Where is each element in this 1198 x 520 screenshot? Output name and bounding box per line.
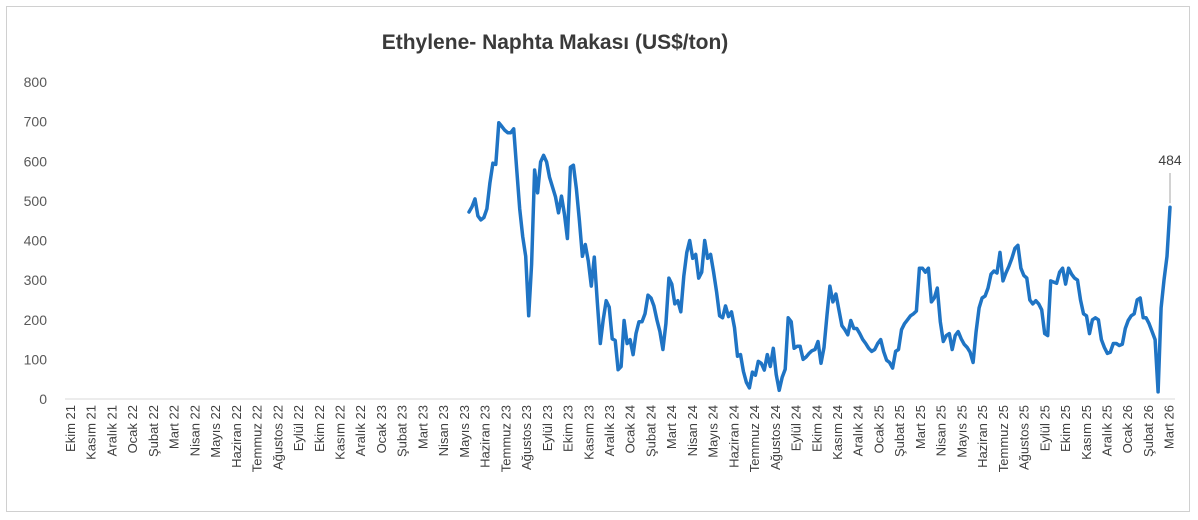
- x-tick-label: Temmuz 23: [498, 405, 513, 472]
- x-tick-label: Mayıs 25: [954, 405, 969, 458]
- x-tick-label: Ekim 21: [63, 405, 78, 452]
- y-tick-label: 600: [24, 153, 48, 169]
- annotation-group: 484: [1158, 152, 1182, 204]
- x-tick-label: Haziran 24: [726, 405, 741, 468]
- x-tick-label: Eylül 25: [1037, 405, 1052, 451]
- x-tick-label: Şubat 23: [395, 405, 410, 457]
- series-line: [467, 121, 1172, 394]
- x-tick-label: Şubat 25: [892, 405, 907, 457]
- x-tick-label: Kasım 25: [1079, 405, 1094, 460]
- x-tick-label: Aralık 22: [353, 405, 368, 456]
- x-tick-label: Haziran 23: [478, 405, 493, 468]
- chart-canvas: Ethylene- Naphta Makası (US$/ton) 0 100 20…: [24, 31, 1182, 472]
- x-tick-label: Temmuz 25: [996, 405, 1011, 472]
- x-tick-label: Ocak 26: [1120, 405, 1135, 453]
- y-tick-label: 200: [24, 312, 48, 328]
- x-tick-label: Eylül 22: [291, 405, 306, 451]
- x-tick-label: Ocak 25: [871, 405, 886, 453]
- x-tick-label: Ekim 25: [1058, 405, 1073, 452]
- series-group: [467, 121, 1172, 394]
- x-tick-label: Ağustos 22: [270, 405, 285, 470]
- x-tick-label: Ağustos 24: [768, 405, 783, 470]
- x-tick-label: Ekim 22: [312, 405, 327, 452]
- x-tick-label: Ekim 24: [809, 405, 824, 452]
- x-tick-label: Temmuz 24: [747, 405, 762, 472]
- x-tick-label: Mart 23: [415, 405, 430, 449]
- x-tick-label: Aralık 25: [1100, 405, 1115, 456]
- y-tick-label: 100: [24, 351, 48, 367]
- x-tick-label: Şubat 26: [1141, 405, 1156, 457]
- annotation-label: 484: [1158, 152, 1182, 168]
- x-tick-label: Ağustos 25: [1017, 405, 1032, 470]
- x-axis: Ekim 21 Kasım 21 Aralık 21 Ocak 22 Şubat 22 M…: [63, 398, 1177, 472]
- y-tick-label: 0: [39, 391, 47, 407]
- y-axis: 0 100 200 300 400 500 600 700 800: [24, 74, 48, 407]
- x-tick-label: Nisan 23: [436, 405, 451, 456]
- x-tick-label: Nisan 25: [934, 405, 949, 456]
- y-tick-label: 400: [24, 233, 48, 249]
- x-tick-label: Mayıs 23: [457, 405, 472, 458]
- x-tick-label: Kasım 21: [84, 405, 99, 460]
- y-tick-label: 300: [24, 272, 48, 288]
- y-tick-label: 500: [24, 193, 48, 209]
- x-tick-label: Ocak 23: [374, 405, 389, 453]
- x-tick-label: Aralık 21: [104, 405, 119, 456]
- x-tick-label: Mart 25: [913, 405, 928, 449]
- x-tick-label: Ağustos 23: [519, 405, 534, 470]
- x-tick-label: Ocak 24: [623, 405, 638, 453]
- x-tick-label: Nisan 22: [187, 405, 202, 456]
- chart-title: Ethylene- Naphta Makası (US$/ton): [382, 31, 729, 54]
- x-tick-label: Ocak 22: [125, 405, 140, 453]
- x-tick-label: Haziran 25: [975, 405, 990, 468]
- x-tick-label: Mayıs 24: [706, 405, 721, 458]
- x-tick-label: Ekim 23: [561, 405, 576, 452]
- x-tick-label: Nisan 24: [685, 405, 700, 456]
- chart-frame: Ethylene- Naphta Makası (US$/ton) 0 100 20…: [6, 6, 1190, 512]
- x-tick-label: Eylül 24: [789, 405, 804, 451]
- x-tick-label: Aralık 23: [602, 405, 617, 456]
- x-tick-label: Şubat 22: [146, 405, 161, 457]
- x-tick-label: Mayıs 22: [208, 405, 223, 458]
- x-tick-label: Eylül 23: [540, 405, 555, 451]
- x-tick-label: Aralık 24: [851, 405, 866, 456]
- x-tick-label: Şubat 24: [643, 405, 658, 457]
- y-tick-label: 700: [24, 114, 48, 130]
- x-tick-label: Kasım 23: [581, 405, 596, 460]
- x-tick-label: Kasım 24: [830, 405, 845, 460]
- x-tick-label: Kasım 22: [332, 405, 347, 460]
- x-tick-label: Haziran 22: [229, 405, 244, 468]
- y-tick-label: 800: [24, 74, 48, 90]
- x-tick-label: Mart 26: [1162, 405, 1177, 449]
- x-tick-label: Mart 24: [664, 405, 679, 449]
- x-tick-label: Mart 22: [167, 405, 182, 449]
- x-tick-label: Temmuz 22: [250, 405, 265, 472]
